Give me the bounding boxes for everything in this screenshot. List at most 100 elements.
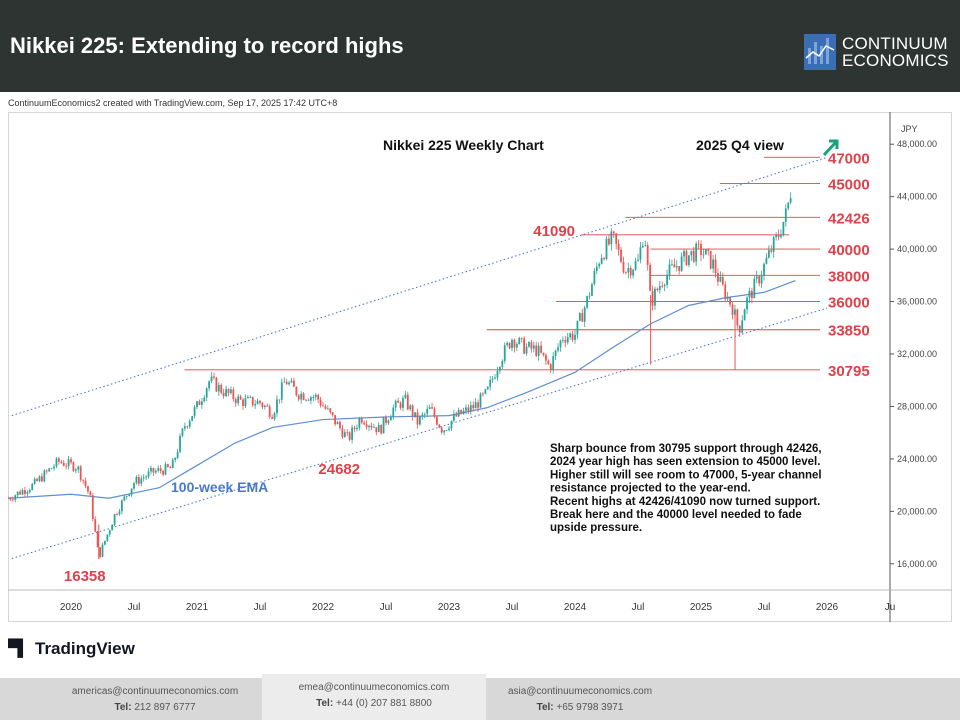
candle-body bbox=[57, 458, 60, 462]
candle-body bbox=[79, 466, 82, 480]
candle-body bbox=[385, 417, 387, 423]
candle-body bbox=[322, 405, 324, 407]
candle-body bbox=[389, 416, 392, 421]
ema-line bbox=[8, 280, 796, 499]
candle-body bbox=[140, 478, 143, 484]
level-label: 41090 bbox=[533, 223, 575, 240]
candle-body bbox=[261, 402, 264, 407]
candle-body bbox=[213, 376, 215, 378]
contact-email[interactable]: emea@continuumeconomics.com bbox=[298, 682, 450, 693]
candle-body bbox=[254, 404, 257, 406]
candle-body bbox=[767, 250, 770, 258]
annotation-line: Sharp bounce from 30795 support through … bbox=[550, 443, 822, 455]
contact-phone: +44 (0) 207 881 8800 bbox=[335, 698, 432, 709]
y-tick-label: 20,000.00 bbox=[897, 506, 937, 516]
candle-body bbox=[627, 268, 630, 273]
candle-body bbox=[48, 468, 51, 472]
candle-body bbox=[336, 422, 339, 425]
candle-body bbox=[82, 479, 85, 481]
candle-body bbox=[11, 499, 14, 501]
contact-email[interactable]: asia@continuumeconomics.com bbox=[507, 686, 653, 697]
tradingview-label: TradingView bbox=[35, 639, 135, 658]
candle-body bbox=[515, 343, 518, 348]
page-title: Nikkei 225: Extending to record highs bbox=[10, 33, 404, 58]
candle-body bbox=[501, 360, 504, 367]
candle-body bbox=[55, 458, 58, 467]
candle-body bbox=[494, 377, 496, 379]
candle-body bbox=[370, 425, 373, 428]
candle-body bbox=[104, 540, 106, 545]
candle-body bbox=[435, 416, 438, 425]
candle-body bbox=[26, 491, 29, 494]
level-label: 42426 bbox=[828, 210, 870, 227]
candle-body bbox=[656, 288, 659, 291]
x-tick-label: 2024 bbox=[564, 602, 587, 613]
candle-body bbox=[116, 514, 118, 515]
contact-email[interactable]: americas@continuumeconomics.com bbox=[71, 686, 239, 697]
candle-body bbox=[552, 355, 555, 370]
candle-body bbox=[687, 255, 690, 266]
x-tick-label: 2020 bbox=[60, 602, 83, 613]
candle-body bbox=[760, 275, 763, 284]
level-label: 30795 bbox=[828, 363, 870, 380]
candle-body bbox=[106, 534, 109, 541]
candle-body bbox=[666, 274, 668, 285]
candle-body bbox=[312, 397, 315, 398]
candle-body bbox=[537, 345, 540, 356]
candle-body bbox=[217, 384, 220, 392]
candle-body bbox=[503, 345, 506, 361]
candle-body bbox=[714, 259, 717, 274]
candle-body bbox=[108, 530, 111, 535]
candle-body bbox=[377, 424, 380, 433]
candle-body bbox=[528, 342, 530, 347]
candle-body bbox=[133, 483, 135, 489]
candle-body bbox=[612, 231, 615, 234]
candle-body bbox=[128, 494, 131, 496]
candle-body bbox=[443, 430, 446, 433]
candle-body bbox=[680, 256, 683, 271]
candle-body bbox=[697, 243, 700, 245]
candle-body bbox=[452, 414, 455, 421]
point-label: 24682 bbox=[318, 461, 360, 478]
candle-body bbox=[285, 381, 288, 385]
candle-body bbox=[174, 458, 177, 460]
candle-body bbox=[593, 270, 596, 285]
candle-body bbox=[469, 405, 472, 412]
candle-body bbox=[438, 424, 441, 428]
contact-phone: 212 897 6777 bbox=[134, 702, 196, 713]
candle-body bbox=[540, 345, 542, 353]
chart-title: Nikkei 225 Weekly Chart bbox=[383, 137, 544, 153]
candle-body bbox=[402, 397, 404, 408]
candle-body bbox=[554, 350, 557, 356]
candle-body bbox=[70, 459, 72, 463]
tel-label: Tel: bbox=[536, 702, 554, 713]
candle-body bbox=[586, 296, 589, 308]
candle-body bbox=[346, 432, 349, 434]
candle-body bbox=[101, 544, 104, 557]
candle-body bbox=[484, 389, 487, 394]
candle-body bbox=[232, 389, 235, 400]
ema-label: 100-week EMA bbox=[171, 479, 268, 495]
candle-body bbox=[777, 234, 780, 238]
candle-body bbox=[21, 490, 24, 495]
candle-body bbox=[356, 427, 358, 430]
candle-body bbox=[634, 260, 637, 270]
annotation-line: Higher still will see room to 47000, 5-y… bbox=[550, 469, 822, 481]
candle-body bbox=[329, 408, 332, 413]
x-tick-label: 2022 bbox=[312, 602, 335, 613]
candle-body bbox=[111, 524, 114, 531]
candle-body bbox=[414, 412, 416, 417]
candle-body bbox=[171, 459, 174, 469]
candle-body bbox=[242, 399, 244, 407]
candle-body bbox=[50, 468, 53, 470]
candle-body bbox=[210, 376, 213, 382]
candle-body bbox=[305, 399, 307, 401]
candle-body bbox=[654, 288, 656, 306]
candle-body bbox=[595, 266, 598, 271]
candle-body bbox=[91, 495, 94, 520]
candle-body bbox=[695, 243, 698, 262]
candle-body bbox=[787, 202, 790, 209]
candle-body bbox=[198, 401, 201, 406]
candle-body bbox=[513, 339, 516, 348]
candle-body bbox=[314, 394, 317, 398]
